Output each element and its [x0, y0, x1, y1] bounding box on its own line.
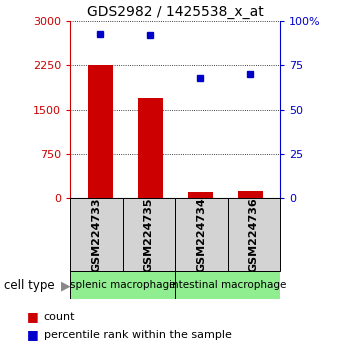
Text: ■: ■ [27, 310, 39, 323]
Bar [70, 198, 122, 271]
Bar [188, 192, 212, 198]
Text: ▶: ▶ [61, 279, 71, 292]
Bar [88, 65, 112, 198]
Bar [138, 98, 162, 198]
Title: GDS2982 / 1425538_x_at: GDS2982 / 1425538_x_at [87, 5, 263, 19]
Text: splenic macrophage: splenic macrophage [70, 280, 175, 290]
Text: count: count [44, 312, 75, 322]
Bar [70, 271, 175, 299]
Text: ■: ■ [27, 328, 39, 341]
Text: GSM224733: GSM224733 [91, 197, 101, 272]
Text: percentile rank within the sample: percentile rank within the sample [44, 330, 232, 339]
Bar [228, 198, 280, 271]
Bar [175, 271, 280, 299]
Text: intestinal macrophage: intestinal macrophage [169, 280, 286, 290]
Bar [175, 198, 228, 271]
Bar [122, 198, 175, 271]
Text: GSM224734: GSM224734 [196, 197, 206, 272]
Text: cell type: cell type [4, 279, 54, 292]
Bar [238, 191, 262, 198]
Text: GSM224735: GSM224735 [144, 197, 154, 272]
Text: GSM224736: GSM224736 [249, 197, 259, 272]
